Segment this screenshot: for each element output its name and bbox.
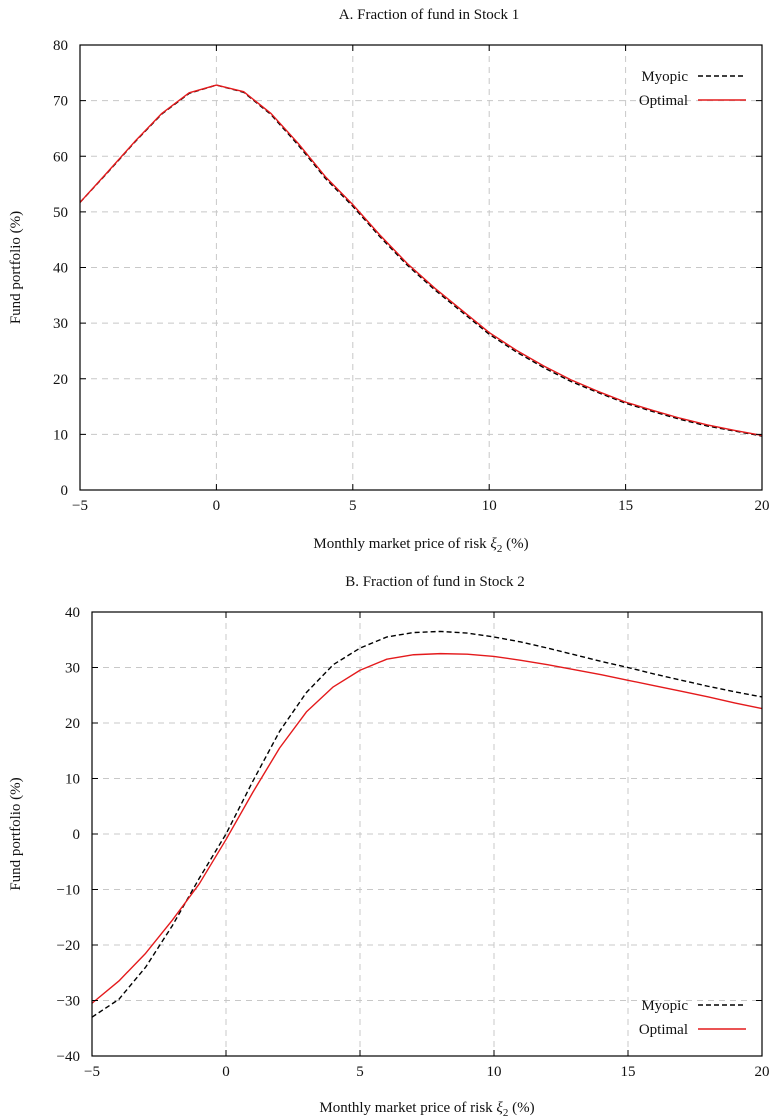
y-tick-label: 50 xyxy=(53,205,68,221)
y-tick-label: 30 xyxy=(53,316,68,332)
series-line-optimal xyxy=(79,84,763,437)
x-axis-label-symbol: ξ xyxy=(496,1100,503,1116)
x-tick-label: 5 xyxy=(356,1064,364,1080)
x-axis-label-symbol: ξ xyxy=(490,536,497,552)
chart-title: A. Fraction of fund in Stock 1 xyxy=(339,7,519,23)
x-tick-label: 5 xyxy=(349,498,357,514)
series-line-myopic xyxy=(91,630,763,1018)
x-tick-label: 0 xyxy=(222,1064,230,1080)
x-axis-label-text: Monthly market price of risk xyxy=(313,536,490,552)
x-axis-label-unit: (%) xyxy=(508,1100,534,1116)
y-tick-label: 80 xyxy=(53,38,68,54)
y-axis-label: Fund portfolio (%) xyxy=(8,211,24,324)
chart-title: B. Fraction of fund in Stock 2 xyxy=(345,574,525,590)
y-tick-label: 0 xyxy=(73,827,81,843)
series-line-myopic xyxy=(79,84,763,437)
y-tick-label: 10 xyxy=(65,772,80,788)
y-tick-label: −30 xyxy=(57,994,80,1010)
series-line-optimal xyxy=(91,652,763,1004)
y-tick-label: −20 xyxy=(57,938,80,954)
y-tick-label: 40 xyxy=(53,261,68,277)
y-tick-label: 0 xyxy=(61,483,69,499)
y-tick-label: 30 xyxy=(65,661,80,677)
y-tick-label: 20 xyxy=(53,372,68,388)
panel-b: −5 0 5 10 15 20 −40 −30 −20 −10 0 10 20 30 40 B. Fracti… xyxy=(8,574,770,1119)
x-axis-label-subscript: 2 xyxy=(497,543,503,555)
y-tick-label: 60 xyxy=(53,149,68,165)
legend-label-myopic: Myopic xyxy=(641,69,688,85)
y-tick-label: 10 xyxy=(53,427,68,443)
y-tick-label: −10 xyxy=(57,883,80,899)
x-tick-label: 10 xyxy=(482,498,497,514)
y-axis-label: Fund portfolio (%) xyxy=(8,777,24,890)
y-tick-label: 20 xyxy=(65,716,80,732)
legend-label-myopic: Myopic xyxy=(641,998,688,1014)
x-tick-label: 0 xyxy=(213,498,221,514)
y-tick-label: −40 xyxy=(57,1049,80,1065)
x-tick-label: −5 xyxy=(72,498,88,514)
x-tick-label: −5 xyxy=(84,1064,100,1080)
x-tick-label: 20 xyxy=(755,498,770,514)
x-tick-label: 10 xyxy=(487,1064,502,1080)
x-axis-label-text: Monthly market price of risk xyxy=(319,1100,496,1116)
y-tick-label: 70 xyxy=(53,94,68,110)
x-tick-label: 15 xyxy=(621,1064,636,1080)
x-axis-label-unit: (%) xyxy=(502,536,528,552)
legend-label-optimal: Optimal xyxy=(639,1022,688,1038)
legend-label-optimal: Optimal xyxy=(639,93,688,109)
y-tick-label: 40 xyxy=(65,605,80,621)
x-tick-label: 20 xyxy=(755,1064,770,1080)
x-axis-label: Monthly market price of risk ξ2 (%) xyxy=(319,1100,534,1119)
x-axis-label-subscript: 2 xyxy=(503,1107,509,1119)
x-tick-label: 15 xyxy=(618,498,633,514)
x-axis-label: Monthly market price of risk ξ2 (%) xyxy=(313,536,528,555)
